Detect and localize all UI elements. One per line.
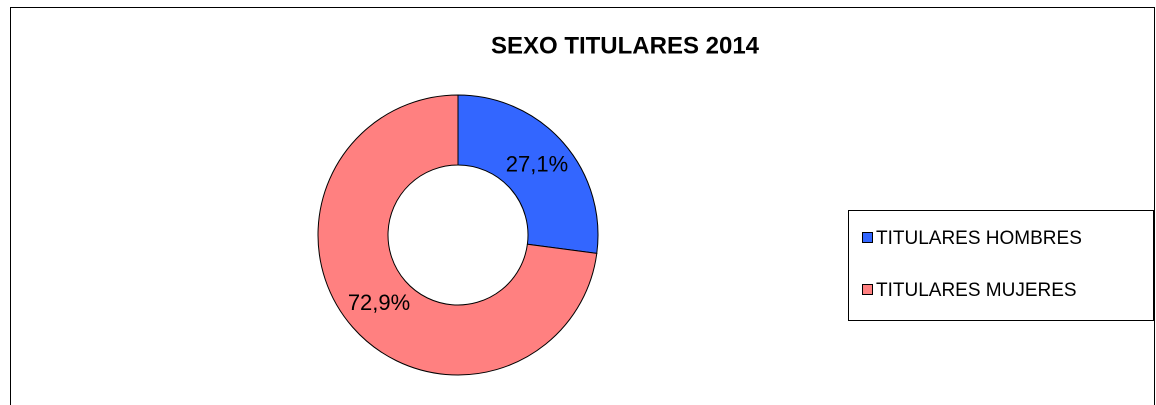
legend-box	[848, 210, 1154, 321]
data-label: 72,9%	[348, 290, 410, 315]
slice	[457, 94, 599, 254]
legend-swatch	[862, 232, 873, 243]
slice	[317, 94, 598, 376]
legend-label: TITULARES HOMBRES	[876, 228, 1082, 249]
data-label: 27,1%	[506, 152, 568, 177]
legend-label: TITULARES MUJERES	[876, 280, 1077, 301]
legend-swatch	[862, 284, 873, 295]
chart-title: SEXO TITULARES 2014	[491, 32, 760, 59]
